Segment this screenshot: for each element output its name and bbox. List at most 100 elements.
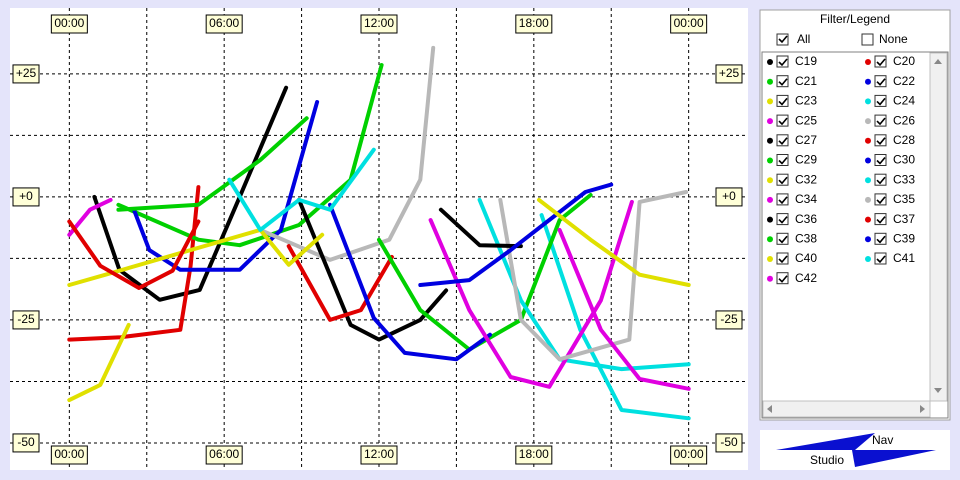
x-tick-label: 12:00 xyxy=(364,16,394,30)
legend-checkbox[interactable] xyxy=(776,193,789,206)
y-tick-box xyxy=(715,433,743,453)
legend-label[interactable]: C20 xyxy=(893,54,915,68)
y-tick-box xyxy=(12,310,40,330)
legend-swatch xyxy=(865,256,871,262)
legend-label[interactable]: C38 xyxy=(795,231,817,245)
h-scrollbar[interactable] xyxy=(762,400,931,418)
legend-checkbox[interactable] xyxy=(874,173,887,186)
legend-label[interactable]: C32 xyxy=(795,172,817,186)
legend-swatch xyxy=(767,59,773,65)
legend-swatch xyxy=(767,236,773,243)
legend-checkbox[interactable] xyxy=(776,272,789,285)
legend-swatch xyxy=(865,78,871,85)
logo-wedge xyxy=(776,433,875,450)
legend-checkbox[interactable] xyxy=(874,75,887,88)
legend-label[interactable]: C41 xyxy=(893,251,915,265)
y-tick-label: -25 xyxy=(720,312,738,326)
legend-checkbox[interactable] xyxy=(874,252,887,265)
legend-label[interactable]: C25 xyxy=(795,113,817,127)
legend-checkbox[interactable] xyxy=(874,94,887,107)
checkmark xyxy=(778,137,788,145)
legend-swatch xyxy=(865,196,871,203)
checkbox-all[interactable] xyxy=(776,33,789,46)
all-label[interactable]: All xyxy=(797,32,810,46)
legend-checkbox[interactable] xyxy=(776,114,789,127)
y-tick-label: -50 xyxy=(17,435,35,449)
none-label[interactable]: None xyxy=(879,32,908,46)
series-line xyxy=(297,197,449,342)
legend-swatch xyxy=(767,98,773,105)
legend-label[interactable]: C35 xyxy=(893,192,915,206)
checkbox-none[interactable] xyxy=(861,33,874,46)
y-tick-label: +25 xyxy=(719,66,740,80)
series-line xyxy=(328,202,492,362)
legend-label[interactable]: C29 xyxy=(795,153,817,167)
scroll-left[interactable] xyxy=(767,405,772,413)
legend-label[interactable]: C21 xyxy=(795,74,817,88)
legend-checkbox[interactable] xyxy=(776,213,789,226)
legend-entries: C19 C20 C21 C22 C23 C24 C25 C26 C27 C28 C29 C30 C32 C… xyxy=(767,54,915,285)
legend-checkbox[interactable] xyxy=(776,94,789,107)
x-tick-box xyxy=(360,14,398,34)
legend-swatch xyxy=(767,275,773,282)
series-line xyxy=(537,197,691,287)
checkmark xyxy=(876,255,886,264)
legend-checkbox[interactable] xyxy=(776,134,789,147)
checkmark xyxy=(778,58,788,67)
legend-label[interactable]: C34 xyxy=(795,192,817,206)
v-scrollbar[interactable] xyxy=(929,52,948,402)
legend-checkbox[interactable] xyxy=(874,232,887,245)
x-tick-box xyxy=(670,14,708,34)
checkmark xyxy=(876,235,886,244)
x-tick-label: 06:00 xyxy=(209,16,239,30)
legend-label[interactable]: C24 xyxy=(893,94,915,108)
legend-checkbox[interactable] xyxy=(874,154,887,166)
series-line xyxy=(286,244,394,322)
legend-label[interactable]: C33 xyxy=(893,172,915,186)
series-line xyxy=(498,190,689,362)
series-line xyxy=(418,182,614,287)
ticks-layer: 00:00 00:00 06:00 06:00 12:00 12:00 18:00 18:00… xyxy=(12,14,743,465)
legend-checkbox[interactable] xyxy=(874,55,887,68)
legend-label[interactable]: C19 xyxy=(795,54,817,68)
legend-checkbox[interactable] xyxy=(776,252,789,265)
legend-checkbox[interactable] xyxy=(776,232,789,245)
series-line xyxy=(67,219,201,290)
legend-label[interactable]: C30 xyxy=(893,153,915,167)
legend-checkbox[interactable] xyxy=(776,55,789,68)
scroll-down[interactable] xyxy=(934,388,942,393)
legend-label[interactable]: C39 xyxy=(893,231,915,245)
series-line xyxy=(377,193,593,352)
legend-checkbox[interactable] xyxy=(776,75,789,88)
legend-label[interactable]: C37 xyxy=(893,212,915,226)
x-tick-box xyxy=(205,445,243,465)
legend-checkbox[interactable] xyxy=(874,134,887,147)
series-line xyxy=(67,322,131,403)
legend-label[interactable]: C36 xyxy=(795,212,817,226)
logo-wedge xyxy=(852,450,936,467)
legend-checkbox[interactable] xyxy=(776,173,789,186)
legend-checkbox[interactable] xyxy=(874,213,887,226)
scroll-up[interactable] xyxy=(934,59,942,64)
legend-checkbox[interactable] xyxy=(874,114,887,127)
legend-label[interactable]: C40 xyxy=(795,251,817,265)
scroll-right[interactable] xyxy=(920,405,925,413)
y-tick-label: -25 xyxy=(17,312,35,326)
legend-swatch xyxy=(865,157,871,164)
checkmark xyxy=(778,35,788,44)
x-tick-label: 12:00 xyxy=(364,447,394,461)
x-tick-box xyxy=(50,445,88,465)
legend-label[interactable]: C42 xyxy=(795,271,817,285)
legend-label[interactable]: C27 xyxy=(795,133,817,147)
checkmark xyxy=(778,196,788,205)
legend-label[interactable]: C22 xyxy=(893,74,915,88)
x-tick-box xyxy=(205,14,243,34)
series-line xyxy=(227,147,376,232)
legend-label[interactable]: C28 xyxy=(893,133,915,147)
legend-label[interactable]: C23 xyxy=(795,94,817,108)
legend-checkbox[interactable] xyxy=(874,193,887,206)
legend-checkbox[interactable] xyxy=(776,154,789,166)
legend-swatch xyxy=(865,236,871,243)
checkmark xyxy=(778,97,788,106)
legend-label[interactable]: C26 xyxy=(893,113,915,127)
